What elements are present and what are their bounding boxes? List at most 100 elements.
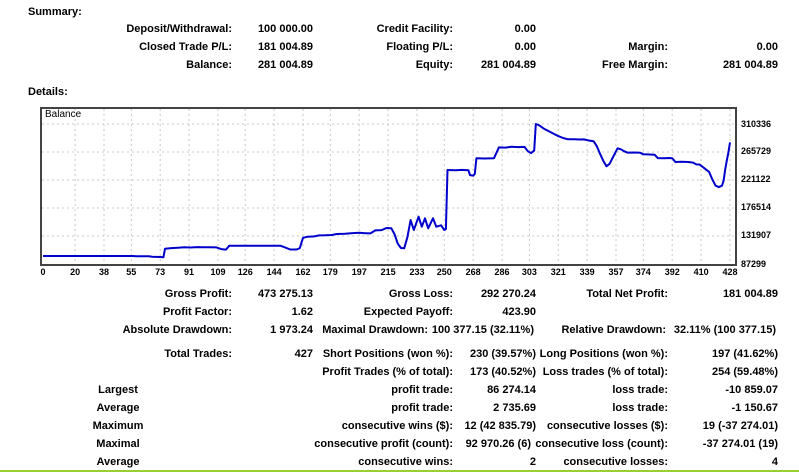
details-row: Largest profit trade: 86 274.14 loss trade:… [28, 381, 788, 399]
stat-value [232, 399, 313, 417]
stat-value: 0.00 [514, 41, 536, 53]
stat-value: 427 [294, 348, 313, 360]
stat-label: consecutive losses: [563, 456, 668, 468]
stat-value: 197 (41.62%) [711, 348, 778, 360]
summary-table: Deposit/Withdrawal: 100 000.00 Credit Faci… [28, 20, 788, 74]
stat-label: Maximal Drawdown: [322, 324, 428, 336]
stat-label: Total Net Profit: [586, 288, 668, 300]
balance-chart-svg [40, 107, 737, 266]
y-tick-label: 310336 [741, 118, 772, 129]
stat-label: Average [96, 402, 140, 414]
y-tick-label: 176514 [741, 202, 772, 213]
stat-value: 12 (42 835.79) [464, 420, 536, 432]
details-row: Total Trades: 427 Short Positions (won %):… [28, 345, 788, 363]
stat-label: Profit Trades (% of total): [322, 366, 453, 378]
x-tick-label: 144 [266, 267, 282, 277]
details-table: Gross Profit: 473 275.13 Gross Loss: 292 27… [28, 285, 788, 471]
stat-label: Free Margin: [601, 59, 668, 71]
stat-value: 2 735.69 [493, 402, 536, 414]
stat-value: 281 004.89 [257, 59, 313, 71]
details-row: Average consecutive wins: 2 consecutive los… [28, 453, 788, 471]
x-tick-label: 303 [521, 267, 537, 277]
stat-value: 254 (59.48%) [711, 366, 778, 378]
stat-value: 32.11% (100 377.15) [673, 324, 776, 336]
details-row: Profit Factor: 1.62 Expected Payoff: 423.90 [28, 303, 788, 321]
stat-label: Total Trades: [164, 348, 232, 360]
stat-label: Closed Trade P/L: [139, 41, 232, 53]
stat-label: loss trade: [612, 402, 668, 414]
stat-value [232, 381, 313, 399]
stat-value: -1 150.67 [731, 402, 778, 414]
stat-label: loss trade: [612, 384, 668, 396]
stat-value: 92 970.26 (6) [465, 438, 531, 450]
stat-label: Average [96, 456, 140, 468]
x-tick-label: 250 [436, 267, 452, 277]
balance-line [43, 123, 731, 259]
stat-label: consecutive wins ($): [341, 420, 453, 432]
x-tick-label: 38 [98, 267, 109, 277]
stat-label: profit trade: [391, 402, 453, 414]
stat-label: Equity: [415, 59, 453, 71]
stat-value: 0.00 [756, 41, 778, 53]
x-tick-label: 91 [184, 267, 195, 277]
stat-label: consecutive loss (count): [535, 438, 668, 450]
stat-label: Gross Loss: [388, 288, 453, 300]
x-tick-label: 428 [722, 267, 738, 277]
x-tick-label: 357 [608, 267, 624, 277]
stat-value: 281 004.89 [722, 59, 778, 71]
stat-label: Deposit/Withdrawal: [126, 23, 232, 35]
x-tick-label: 321 [550, 267, 566, 277]
details-title: Details: [28, 86, 68, 98]
stat-value: 86 274.14 [487, 384, 536, 396]
stat-label: Margin: [628, 41, 668, 53]
stat-value: -37 274.01 (19) [702, 438, 778, 450]
x-tick-label: 339 [579, 267, 595, 277]
details-row: Absolute Drawdown: 1 973.24 Maximal Drawdo… [28, 321, 788, 339]
stat-label: profit trade: [391, 384, 453, 396]
stat-value [232, 453, 313, 471]
summary-title: Summary: [28, 6, 82, 18]
stat-value: 19 (-37 274.01) [702, 420, 778, 432]
stat-label: consecutive profit (count): [314, 438, 453, 450]
x-tick-label: 268 [465, 267, 481, 277]
stat-value: 173 (40.52%) [469, 366, 536, 378]
stat-value: 181 004.89 [722, 288, 778, 300]
stat-label: consecutive wins: [358, 456, 453, 468]
x-tick-label: 233 [409, 267, 425, 277]
summary-row: Deposit/Withdrawal: 100 000.00 Credit Faci… [28, 20, 788, 38]
x-tick-label: 162 [295, 267, 311, 277]
details-row: Maximum consecutive wins ($): 12 (42 835.7… [28, 417, 788, 435]
x-tick-label: 374 [635, 267, 651, 277]
stat-value [232, 417, 313, 435]
bottom-divider [0, 470, 799, 472]
details-row: Average profit trade: 2 735.69 loss trade: -… [28, 399, 788, 417]
stat-value [232, 363, 313, 381]
stat-value: 1.62 [291, 306, 313, 318]
x-tick-label: 55 [126, 267, 137, 277]
stat-label: Long Positions (won %): [539, 348, 668, 360]
stat-value: 281 004.89 [480, 59, 536, 71]
stat-label: consecutive losses ($): [546, 420, 668, 432]
stat-label: Credit Facility: [376, 23, 453, 35]
details-row: Maximal consecutive profit (count): 92 970… [28, 435, 788, 453]
stat-label: Balance: [186, 59, 232, 71]
stat-value: 230 (39.57%) [469, 348, 536, 360]
details-row: Gross Profit: 473 275.13 Gross Loss: 292 27… [28, 285, 788, 303]
details-row: Profit Trades (% of total): 173 (40.52%) L… [28, 363, 788, 381]
stat-label [536, 303, 668, 321]
x-tick-label: 0 [40, 267, 46, 277]
stat-value: 2 [529, 456, 536, 468]
x-tick-label: 109 [210, 267, 226, 277]
stat-value: -10 859.07 [725, 384, 778, 396]
stat-label: Absolute Drawdown: [122, 324, 232, 336]
stat-value: 181 004.89 [257, 41, 313, 53]
y-tick-label: 221122 [741, 174, 771, 185]
y-tick-label: 265729 [741, 146, 772, 157]
stat-label: Short Positions (won %): [322, 348, 453, 360]
y-tick-label: 131907 [741, 230, 772, 241]
x-tick-label: 392 [664, 267, 680, 277]
x-tick-label: 286 [494, 267, 510, 277]
stat-label: Largest [98, 384, 138, 396]
summary-row: Balance: 281 004.89 Equity: 281 004.89 Free … [28, 56, 788, 74]
x-tick-label: 410 [693, 267, 709, 277]
